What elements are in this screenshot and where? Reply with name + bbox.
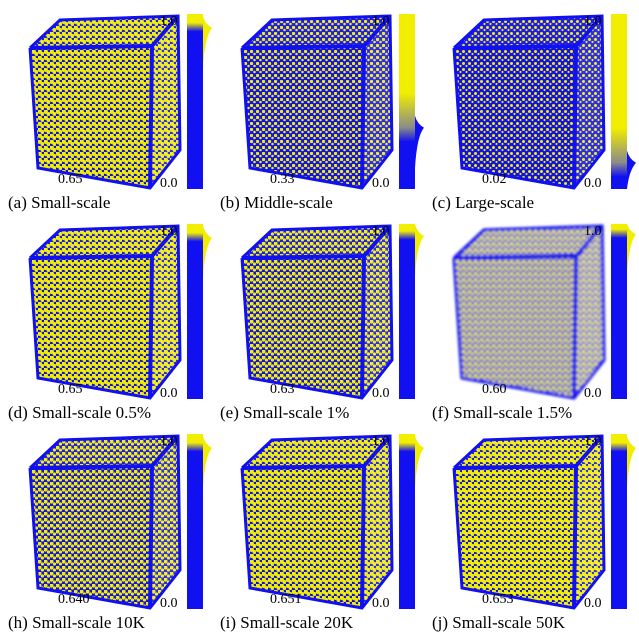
colorbar bbox=[611, 14, 627, 189]
colorbar bbox=[187, 224, 203, 399]
figure-panel: 0.653 1.0 0.0 (j) Small-scale 50K bbox=[432, 428, 639, 638]
figure-panel: 0.63 1.0 0.0 (e) Small-scale 1% bbox=[220, 218, 442, 428]
panel-caption: (e) Small-scale 1% bbox=[220, 403, 350, 422]
colorbar-min-tick: 0.0 bbox=[372, 176, 390, 191]
colorbar-min-tick: 0.0 bbox=[372, 386, 390, 401]
colorbar-min-tick: 0.0 bbox=[372, 596, 390, 611]
distribution-curve-icon bbox=[203, 226, 212, 278]
colorbar-max-tick: 1.0 bbox=[372, 224, 390, 239]
colorbar-min-tick: 0.0 bbox=[584, 596, 602, 611]
panel-caption: (b) Middle-scale bbox=[220, 193, 333, 212]
cube-render-image bbox=[28, 434, 182, 610]
colorbar-min-tick: 0.0 bbox=[584, 386, 602, 401]
colorbar bbox=[187, 14, 203, 189]
colorbar-min-tick: 0.0 bbox=[584, 176, 602, 191]
distribution-curve-icon bbox=[415, 436, 424, 488]
cube-render-image bbox=[28, 224, 182, 400]
panel-caption: (h) Small-scale 10K bbox=[8, 613, 145, 632]
colorbar bbox=[399, 224, 415, 399]
figure-panel: 0.60 1.0 0.0 (f) Small-scale 1.5% bbox=[432, 218, 639, 428]
panel-caption: (d) Small-scale 0.5% bbox=[8, 403, 152, 422]
distribution-curve-icon bbox=[415, 224, 424, 277]
colorbar-max-tick: 1.0 bbox=[584, 224, 602, 239]
cube-value-label: 0.60 bbox=[482, 382, 507, 397]
cube-render-image bbox=[452, 434, 606, 610]
cube-value-label: 0.65 bbox=[58, 172, 83, 187]
figure-panel: 0.33 1.0 0.0 (b) Middle-scale bbox=[220, 8, 442, 218]
colorbar-max-tick: 1.0 bbox=[372, 14, 390, 29]
panel-caption: (j) Small-scale 50K bbox=[432, 613, 566, 632]
colorbar bbox=[187, 434, 203, 609]
cube-value-label: 0.63 bbox=[270, 382, 295, 397]
panel-caption: (a) Small-scale bbox=[8, 193, 111, 212]
cube-value-label: 0.640 bbox=[58, 592, 90, 607]
colorbar-min-tick: 0.0 bbox=[160, 176, 178, 191]
cube-render-image bbox=[240, 14, 394, 190]
cube-render-image bbox=[28, 14, 182, 190]
colorbar bbox=[611, 434, 627, 609]
figure-panel: 0.640 1.0 0.0 (h) Small-scale 10K bbox=[8, 428, 230, 638]
distribution-curve-icon bbox=[627, 150, 636, 189]
panel-caption: (c) Large-scale bbox=[432, 193, 535, 212]
cube-value-label: 0.33 bbox=[270, 172, 295, 187]
colorbar-max-tick: 1.0 bbox=[584, 434, 602, 449]
figure-panel: 0.65 1.0 0.0 (a) Small-scale bbox=[8, 8, 230, 218]
colorbar-max-tick: 1.0 bbox=[160, 14, 178, 29]
panel-caption: (i) Small-scale 20K bbox=[220, 613, 354, 632]
colorbar bbox=[399, 14, 415, 189]
cube-value-label: 0.651 bbox=[270, 592, 302, 607]
cube-value-label: 0.02 bbox=[482, 172, 507, 187]
colorbar-max-tick: 1.0 bbox=[584, 14, 602, 29]
colorbar bbox=[399, 434, 415, 609]
cube-value-label: 0.65 bbox=[58, 382, 83, 397]
panel-caption: (f) Small-scale 1.5% bbox=[432, 403, 573, 422]
distribution-curve-icon bbox=[627, 436, 636, 488]
distribution-curve-icon bbox=[415, 115, 424, 168]
distribution-curve-icon bbox=[203, 436, 212, 488]
figure-panel: 0.65 1.0 0.0 (d) Small-scale 0.5% bbox=[8, 218, 230, 428]
figure-panel: 0.651 1.0 0.0 (i) Small-scale 20K bbox=[220, 428, 442, 638]
cube-render-image bbox=[240, 224, 394, 400]
colorbar-max-tick: 1.0 bbox=[372, 434, 390, 449]
colorbar-min-tick: 0.0 bbox=[160, 386, 178, 401]
cube-value-label: 0.653 bbox=[482, 592, 514, 607]
cube-render-image bbox=[240, 434, 394, 610]
distribution-curve-icon bbox=[203, 16, 212, 68]
cube-render-image bbox=[452, 224, 606, 400]
colorbar-max-tick: 1.0 bbox=[160, 224, 178, 239]
colorbar-max-tick: 1.0 bbox=[160, 434, 178, 449]
figure-panel: 0.02 1.0 0.0 (c) Large-scale bbox=[432, 8, 639, 218]
cube-render-image bbox=[452, 14, 606, 190]
colorbar-min-tick: 0.0 bbox=[160, 596, 178, 611]
colorbar bbox=[611, 224, 627, 399]
distribution-curve-icon bbox=[627, 224, 636, 275]
